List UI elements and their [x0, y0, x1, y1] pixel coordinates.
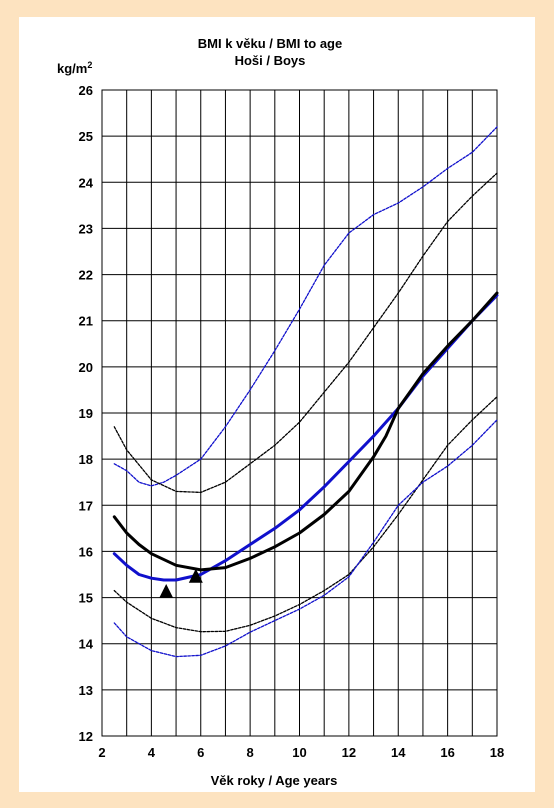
x-tick-label: 6 — [197, 745, 204, 760]
y-tick-label: 19 — [79, 406, 93, 421]
series-lines — [112, 126, 499, 658]
markers — [159, 568, 203, 599]
series-line-2 — [113, 172, 498, 494]
y-tick-label: 17 — [79, 498, 93, 513]
y-tick-label: 18 — [79, 452, 93, 467]
series-line-1 — [113, 126, 498, 487]
x-tick-label: 8 — [247, 745, 254, 760]
y-axis-unit-label: kg/m2 — [57, 60, 92, 76]
y-tick-label: 15 — [79, 591, 93, 606]
y-axis-unit-base: kg/m — [57, 61, 87, 76]
triangle-marker-1 — [159, 584, 174, 599]
x-tick-label: 12 — [342, 745, 356, 760]
y-axis-unit-exponent: 2 — [87, 60, 92, 70]
chart-subtitle: Hoši / Boys — [235, 53, 306, 68]
bmi-chart: BMI k věku / BMI to age Hoši / Boys kg/m… — [57, 36, 505, 788]
y-tick-label: 13 — [79, 683, 93, 698]
y-tick-label: 14 — [79, 637, 94, 652]
y-tick-label: 26 — [79, 83, 93, 98]
y-tick-label: 21 — [79, 314, 93, 329]
x-tick-label: 2 — [98, 745, 105, 760]
grid — [101, 89, 498, 737]
y-tick-label: 12 — [79, 729, 93, 744]
x-tick-label: 10 — [292, 745, 306, 760]
series-line-5 — [113, 396, 498, 633]
x-axis-label: Věk roky / Age years — [211, 773, 338, 788]
series-line-4 — [112, 291, 499, 572]
y-tick-label: 22 — [79, 268, 93, 283]
x-tick-label: 18 — [490, 745, 504, 760]
series-line-6 — [113, 419, 498, 658]
chart-frame: BMI k věku / BMI to age Hoši / Boys kg/m… — [19, 17, 535, 792]
series-line-3 — [112, 293, 499, 582]
plot-border — [101, 89, 498, 737]
y-tick-label: 24 — [79, 175, 94, 190]
x-tick-label: 14 — [391, 745, 406, 760]
x-tick-label: 16 — [440, 745, 454, 760]
y-tick-label: 23 — [79, 221, 93, 236]
y-tick-label: 25 — [79, 129, 93, 144]
y-tick-label: 16 — [79, 544, 93, 559]
y-tick-label: 20 — [79, 360, 93, 375]
triangle-marker-2 — [188, 568, 203, 583]
x-tick-label: 4 — [148, 745, 156, 760]
chart-title: BMI k věku / BMI to age — [198, 36, 342, 51]
